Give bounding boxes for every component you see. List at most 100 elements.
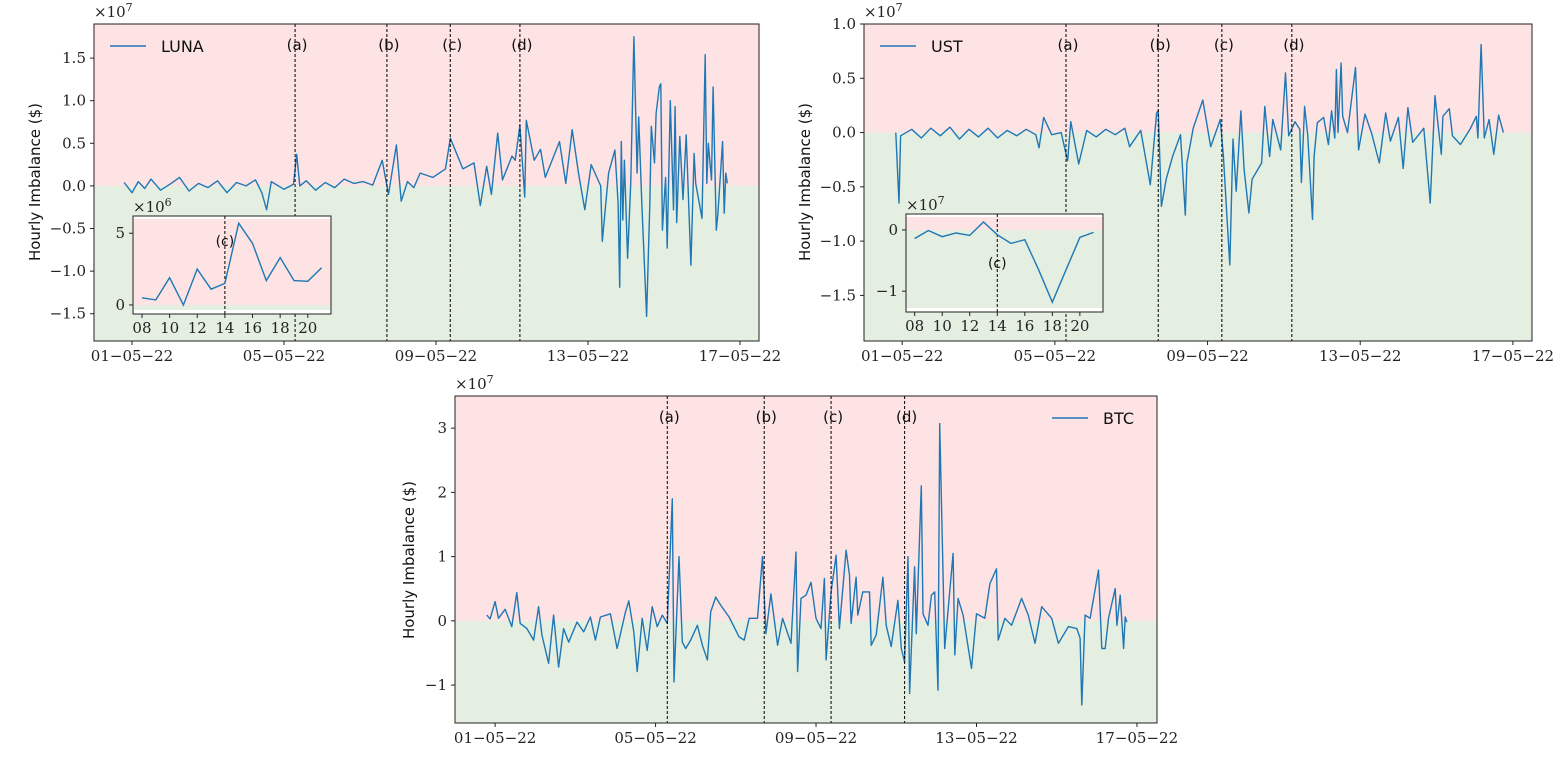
inset: (c) 08 10 12 14 16 18 20 0 5 ×106	[115, 196, 332, 337]
inset-x-tick-label: 20	[298, 319, 317, 337]
y-tick-label: 0.0	[832, 124, 856, 142]
y-tick-label: 1	[437, 548, 447, 566]
inset-x-tick-label: 08	[905, 317, 924, 335]
event-label: (b)	[378, 36, 399, 54]
inset-x-tick-label: 16	[243, 319, 262, 337]
y-tick-label: 0.0	[62, 177, 86, 195]
x-tick-label: 01−05−22	[454, 729, 536, 747]
y-axis-label: Hourly Imbalance ($)	[400, 481, 418, 639]
inset-event-label: (c)	[216, 234, 235, 250]
inset-x-tick-label: 18	[271, 319, 290, 337]
y-multiplier: ×107	[455, 373, 494, 393]
y-tick-label: −1.5	[50, 305, 86, 323]
event-label: (d)	[896, 408, 917, 426]
event-label: (a)	[659, 408, 680, 426]
series-line-ust	[895, 43, 1505, 266]
x-tick-label: 09−05−22	[395, 347, 477, 365]
x-tick-label: 13−05−22	[935, 729, 1017, 747]
y-tick-label: 1.0	[832, 15, 856, 33]
inset-x-tick-label: 10	[933, 317, 952, 335]
y-tick-label: 0	[437, 612, 447, 630]
inset-x-tick-label: 18	[1043, 317, 1062, 335]
x-tick-label: 01−05−22	[861, 347, 943, 365]
plot-frame	[863, 23, 1533, 342]
y-tick-label: −0.5	[820, 178, 856, 196]
chart-ust: (a) (b) (c) (d) 1.0 0.5 0.0 −0.5 −1.0 −1.5 01−05−2…	[796, 1, 1554, 365]
inset-y-tick-label: −1	[876, 282, 898, 300]
y-tick-label: 0.5	[62, 134, 86, 152]
y-tick-label: 0.5	[832, 69, 856, 87]
inset-y-multiplier: ×107	[906, 194, 945, 214]
y-multiplier-exp: 7	[896, 1, 903, 14]
legend-label: LUNA	[161, 37, 204, 56]
x-tick-label: 05−05−22	[243, 347, 325, 365]
negative-region	[455, 620, 1157, 723]
inset-x-tick-label: 14	[215, 319, 234, 337]
inset-y-tick-label: 5	[115, 224, 125, 242]
legend-label: BTC	[1103, 409, 1134, 428]
inset-negative-region	[133, 304, 331, 310]
event-label: (c)	[442, 36, 462, 54]
positive-region	[94, 24, 759, 186]
y-tick-label: −1.5	[820, 286, 856, 304]
inset-x-tick-label: 14	[988, 317, 1007, 335]
y-tick-label: 3	[437, 419, 447, 437]
event-label: (d)	[511, 36, 532, 54]
inset-event-label: (c)	[988, 256, 1007, 272]
x-tick-label: 17−05−22	[1096, 729, 1178, 747]
y-axis-label: Hourly Imbalance ($)	[796, 103, 814, 261]
inset-series-line	[141, 221, 323, 307]
positive-region	[455, 396, 1157, 621]
y-multiplier-exp: 7	[487, 373, 494, 386]
inset-y-multiplier-exp: 6	[165, 196, 172, 209]
x-tick-label: 13−05−22	[1319, 347, 1401, 365]
y-tick-label: 1.0	[62, 92, 86, 110]
inset-positive-region	[906, 217, 1103, 230]
inset-y-tick-label: 0	[888, 221, 898, 239]
y-tick-label: −1.0	[820, 232, 856, 250]
legend: UST	[880, 37, 963, 56]
y-multiplier-base: ×10	[94, 3, 126, 21]
inset-series-line	[914, 221, 1094, 304]
event-label: (b)	[756, 408, 777, 426]
plot-frame	[93, 23, 760, 342]
inset-y-multiplier-base: ×10	[906, 196, 938, 214]
x-tick-label: 05−05−22	[614, 729, 696, 747]
legend: BTC	[1052, 409, 1134, 428]
event-label: (b)	[1150, 36, 1171, 54]
inset-y-multiplier-base: ×10	[133, 198, 165, 216]
y-tick-label: −1	[425, 676, 447, 694]
x-tick-label: 17−05−22	[699, 347, 781, 365]
event-label: (c)	[1214, 36, 1234, 54]
event-label: (d)	[1283, 36, 1304, 54]
inset-positive-region	[133, 219, 331, 305]
legend: LUNA	[110, 37, 204, 56]
inset-x-tick-label: 08	[132, 319, 151, 337]
inset-x-tick-label: 20	[1070, 317, 1089, 335]
chart-luna: (a) (b) (c) (d) 1.5 1.0 0.5 0.0 −0.5 −1.0 −1.5 01−0…	[26, 1, 781, 365]
inset-frame	[905, 213, 1104, 313]
series-line-luna	[123, 36, 728, 317]
inset-frame	[132, 215, 332, 315]
y-tick-label: −0.5	[50, 220, 86, 238]
inset-y-tick-label: 0	[115, 296, 125, 314]
x-tick-label: 05−05−22	[1014, 347, 1096, 365]
y-multiplier-base: ×10	[864, 3, 896, 21]
y-tick-label: −1.0	[50, 262, 86, 280]
y-multiplier-base: ×10	[455, 375, 487, 393]
event-label: (a)	[1058, 36, 1079, 54]
inset-negative-region	[906, 229, 1103, 308]
x-tick-label: 09−05−22	[775, 729, 857, 747]
x-tick-label: 17−05−22	[1472, 347, 1554, 365]
inset: (c) 08 10 12 14 16 18 20 0 −1 ×107	[876, 194, 1104, 335]
y-tick-label: 2	[437, 483, 447, 501]
y-tick-label: 1.5	[62, 49, 86, 67]
x-tick-label: 01−05−22	[91, 347, 173, 365]
inset-x-tick-label: 10	[160, 319, 179, 337]
event-label: (c)	[823, 408, 843, 426]
inset-y-multiplier-exp: 7	[938, 194, 945, 207]
inset-y-multiplier: ×106	[133, 196, 172, 216]
event-label: (a)	[287, 36, 308, 54]
y-multiplier: ×107	[864, 1, 903, 21]
